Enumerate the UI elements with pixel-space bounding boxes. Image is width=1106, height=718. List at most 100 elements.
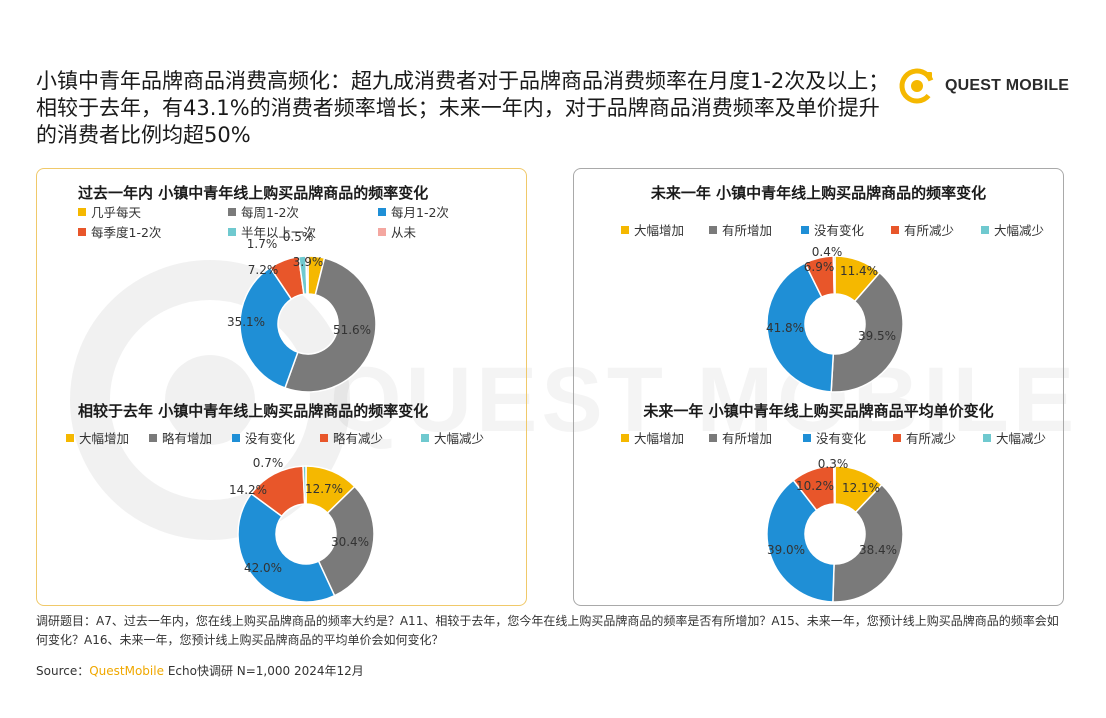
data-label-chart2-1: 39.5% — [858, 329, 896, 343]
legend-swatch — [232, 433, 240, 442]
legend-item: 大幅减少 — [981, 220, 1044, 239]
legend-item: 没有变化 — [803, 428, 866, 447]
questmobile-logo-icon — [899, 68, 935, 104]
legend-label: 有所增加 — [722, 223, 773, 238]
legend-item: 从未 — [378, 222, 416, 241]
legend-swatch — [709, 225, 717, 234]
donut-slice-chart0-1 — [284, 257, 377, 393]
data-label-chart2-0: 11.4% — [840, 264, 878, 278]
legend-item: 没有变化 — [232, 428, 295, 447]
legend-item: 每季度1-2次 — [78, 222, 161, 241]
legend-item: 有所增加 — [709, 428, 772, 447]
legend-label: 有所增加 — [722, 431, 773, 446]
legend-label: 没有变化 — [245, 431, 296, 446]
legend-label: 几乎每天 — [91, 205, 142, 220]
data-label-chart1-3: 14.2% — [229, 483, 267, 497]
data-label-chart1-1: 30.4% — [331, 535, 369, 549]
legend-label: 大幅减少 — [994, 223, 1045, 238]
legend-swatch — [228, 227, 236, 236]
legend-swatch — [149, 433, 157, 442]
legend-label: 大幅减少 — [434, 431, 485, 446]
donut-slice-chart2-4 — [832, 255, 836, 295]
legend-item: 有所减少 — [891, 220, 954, 239]
legend-swatch — [981, 225, 989, 234]
chart-title: 未来一年 小镇中青年线上购买品牌商品平均单价变化 — [643, 402, 994, 420]
donut-chart: 12.7% 30.4% 42.0% 14.2% 0.7% — [229, 456, 375, 603]
data-label-chart2-2: 41.8% — [766, 321, 804, 335]
data-label-chart0-3: 7.2% — [248, 263, 279, 277]
panel-right — [573, 168, 1064, 606]
chart-past-year: 过去一年内 小镇中青年线上购买品牌商品的频率变化几乎每天 每周1-2次 每月1-2次… — [36, 168, 527, 393]
legend-label: 有所减少 — [904, 223, 955, 238]
source-brand: QuestMobile — [89, 664, 164, 678]
data-label-chart3-4: 0.3% — [818, 457, 849, 471]
legend-item: 有所减少 — [893, 428, 956, 447]
data-label-chart3-2: 39.0% — [767, 543, 805, 557]
donut-slice-chart1-1 — [317, 485, 375, 597]
donut-chart: 12.1% 38.4% 39.0% 10.2% 0.3% — [766, 457, 904, 603]
source-prefix: Source： — [36, 664, 90, 678]
legend-label: 从未 — [391, 225, 417, 240]
donut-slice-chart3-4 — [832, 465, 836, 505]
legend-item: 大幅增加 — [621, 428, 684, 447]
legend-item: 略有增加 — [149, 428, 212, 447]
legend-label: 略有减少 — [333, 431, 384, 446]
data-label-chart3-1: 38.4% — [859, 543, 897, 557]
legend-swatch — [378, 227, 386, 236]
legend-label: 每季度1-2次 — [91, 225, 162, 240]
legend-label: 略有增加 — [162, 431, 213, 446]
donut-slice-chart1-2 — [237, 492, 336, 603]
legend-item: 大幅增加 — [66, 428, 129, 447]
data-label-chart0-5: 0.5% — [283, 230, 314, 244]
legend-swatch — [228, 207, 236, 216]
legend-item: 每月1-2次 — [378, 202, 449, 221]
legend-swatch — [621, 433, 629, 442]
legend-label: 大幅增加 — [634, 431, 685, 446]
donut-slice-chart0-2 — [239, 266, 299, 389]
legend-swatch — [891, 225, 899, 234]
logo-text: QUEST MOBILE — [945, 77, 1070, 94]
legend-label: 有所减少 — [906, 431, 957, 446]
donut-slice-chart1-4 — [302, 465, 307, 505]
donut-slice-chart2-2 — [766, 262, 835, 393]
chart-title: 过去一年内 小镇中青年线上购买品牌商品的频率变化 — [78, 184, 429, 202]
donut-slice-chart0-5 — [305, 255, 309, 295]
legend-item: 几乎每天 — [78, 202, 141, 221]
source-line: Source：QuestMobile Echo快调研 N=1,000 2024年… — [36, 662, 364, 679]
legend-swatch — [320, 433, 328, 442]
data-label-chart3-0: 12.1% — [842, 481, 880, 495]
legend-label: 没有变化 — [814, 223, 865, 238]
legend-swatch — [801, 225, 809, 234]
legend-swatch — [78, 227, 86, 236]
legend-swatch — [78, 207, 86, 216]
legend-item: 每周1-2次 — [228, 202, 299, 221]
data-label-chart2-3: 6.9% — [804, 260, 835, 274]
legend-label: 半年以上一次 — [241, 225, 317, 240]
data-label-chart1-0: 12.7% — [305, 482, 343, 496]
legend-label: 大幅增加 — [79, 431, 130, 446]
legend-swatch — [983, 433, 991, 442]
donut-chart: 11.4% 39.5% 41.8% 6.9%0.4% — [766, 245, 904, 393]
chart-vs-last-year: 相较于去年 小镇中青年线上购买品牌商品的频率变化 大幅增加 略有增加 没有变化 略有减少… — [36, 388, 527, 606]
legend-swatch — [421, 433, 429, 442]
legend-item: 半年以上一次 — [228, 222, 316, 241]
legend-item: 大幅减少 — [421, 428, 484, 447]
legend-swatch — [709, 433, 717, 442]
legend-swatch — [621, 225, 629, 234]
legend-swatch — [893, 433, 901, 442]
source-rest: Echo快调研 N=1,000 2024年12月 — [167, 664, 364, 678]
data-label-chart0-2: 35.1% — [227, 315, 265, 329]
chart-next-year-frequency: 未来一年 小镇中青年线上购买品牌商品的频率变化 大幅增加 有所增加 没有变化 有所减少 大… — [573, 168, 1064, 393]
data-label-chart1-4: 0.7% — [253, 456, 284, 470]
panel-left — [36, 168, 527, 606]
legend-label: 每周1-2次 — [241, 205, 299, 220]
donut-slice-chart3-1 — [832, 483, 904, 603]
legend-label: 每月1-2次 — [391, 205, 449, 220]
legend-label: 大幅减少 — [996, 431, 1047, 446]
data-label-chart3-3: 10.2% — [796, 479, 834, 493]
data-label-chart1-2: 42.0% — [244, 561, 282, 575]
brand-logo: QUEST MOBILE — [897, 66, 1069, 106]
donut-slice-chart3-2 — [766, 479, 835, 603]
legend-swatch — [803, 433, 811, 442]
data-label-chart2-4: 0.4% — [812, 245, 843, 259]
